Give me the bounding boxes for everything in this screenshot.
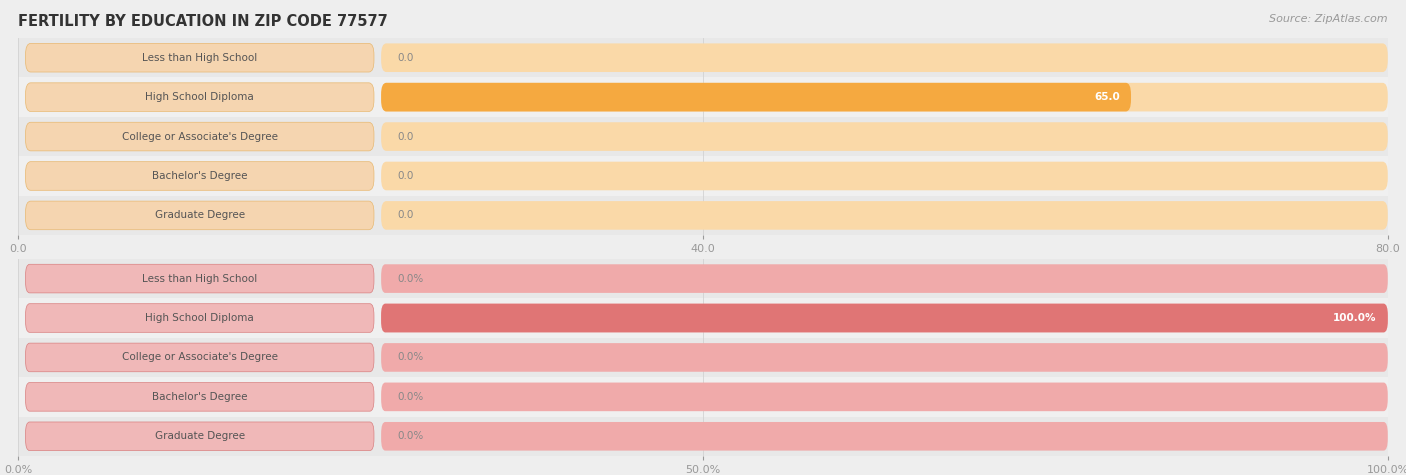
Text: 100.0%: 100.0% [1333,313,1376,323]
FancyBboxPatch shape [25,422,374,451]
FancyBboxPatch shape [25,343,374,372]
Text: Graduate Degree: Graduate Degree [155,210,245,220]
Text: Less than High School: Less than High School [142,53,257,63]
FancyBboxPatch shape [381,422,1388,451]
Bar [18,156,1388,196]
FancyBboxPatch shape [25,162,374,190]
FancyBboxPatch shape [381,83,1388,112]
Text: 0.0: 0.0 [398,210,413,220]
Bar [18,298,1388,338]
Text: Less than High School: Less than High School [142,274,257,284]
Text: 0.0: 0.0 [398,171,413,181]
FancyBboxPatch shape [25,83,374,112]
Bar [18,77,1388,117]
FancyBboxPatch shape [381,162,1388,190]
Text: Bachelor's Degree: Bachelor's Degree [152,171,247,181]
Text: High School Diploma: High School Diploma [145,313,254,323]
Text: Graduate Degree: Graduate Degree [155,431,245,441]
FancyBboxPatch shape [381,43,1388,72]
Text: High School Diploma: High School Diploma [145,92,254,102]
Bar [18,338,1388,377]
Bar [18,196,1388,235]
FancyBboxPatch shape [381,83,1130,112]
Text: Source: ZipAtlas.com: Source: ZipAtlas.com [1270,14,1388,24]
FancyBboxPatch shape [381,382,1388,411]
Text: 0.0%: 0.0% [398,274,423,284]
Bar [18,259,1388,298]
Bar [18,417,1388,456]
Bar [18,117,1388,156]
Bar [18,38,1388,77]
Text: College or Associate's Degree: College or Associate's Degree [122,132,278,142]
Text: FERTILITY BY EDUCATION IN ZIP CODE 77577: FERTILITY BY EDUCATION IN ZIP CODE 77577 [18,14,388,29]
FancyBboxPatch shape [381,343,1388,372]
FancyBboxPatch shape [25,304,374,332]
Text: 0.0%: 0.0% [398,392,423,402]
Text: Bachelor's Degree: Bachelor's Degree [152,392,247,402]
Text: College or Associate's Degree: College or Associate's Degree [122,352,278,362]
FancyBboxPatch shape [381,264,1388,293]
Text: 0.0%: 0.0% [398,352,423,362]
Bar [18,377,1388,417]
Text: 0.0: 0.0 [398,132,413,142]
FancyBboxPatch shape [381,304,1388,332]
FancyBboxPatch shape [25,43,374,72]
FancyBboxPatch shape [381,304,1388,332]
Text: 0.0%: 0.0% [398,431,423,441]
FancyBboxPatch shape [25,264,374,293]
FancyBboxPatch shape [25,122,374,151]
Text: 65.0: 65.0 [1094,92,1121,102]
FancyBboxPatch shape [381,122,1388,151]
FancyBboxPatch shape [381,201,1388,230]
FancyBboxPatch shape [25,201,374,230]
Text: 0.0: 0.0 [398,53,413,63]
FancyBboxPatch shape [25,382,374,411]
